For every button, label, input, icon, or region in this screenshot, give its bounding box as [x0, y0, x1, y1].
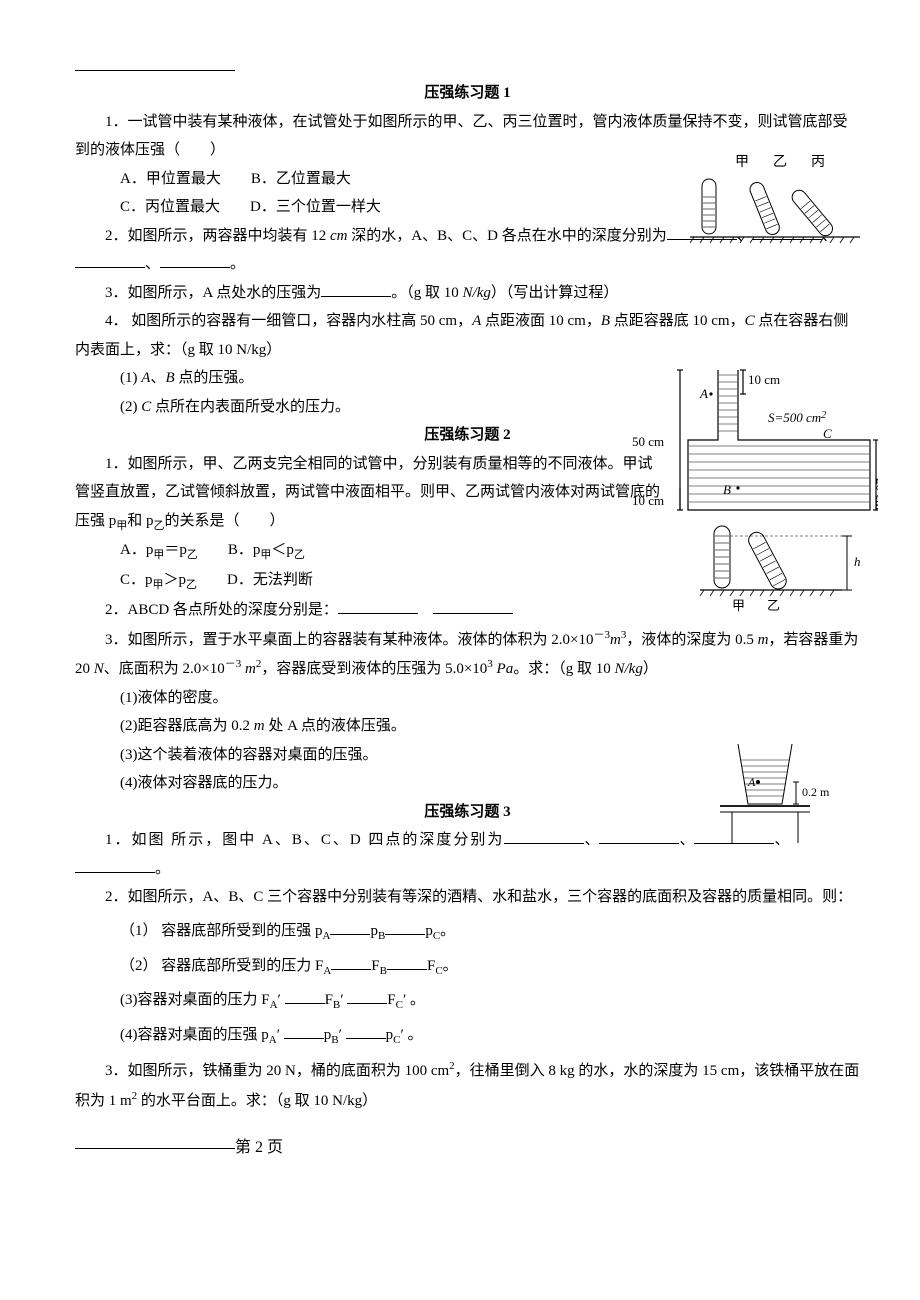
- fig-tubes-h: h 甲 乙: [692, 518, 872, 613]
- s3-q2: 2．如图所示，A、B、C 三个容器中分别装有等深的酒精、水和盐水，三个容器的底面…: [75, 883, 860, 912]
- header-rule: [75, 70, 235, 71]
- svg-text:h: h: [854, 554, 861, 569]
- blank: [75, 252, 145, 268]
- svg-text:0.2 m: 0.2 m: [802, 785, 830, 799]
- svg-text:甲: 甲: [732, 598, 745, 613]
- page-number: 第 2 页: [235, 1139, 283, 1156]
- fig4-svg: A 0.2 m: [710, 738, 850, 848]
- svg-text:A: A: [747, 775, 756, 789]
- blank: [385, 919, 425, 935]
- svg-text:10 cm: 10 cm: [748, 372, 780, 387]
- s1-q4: 4． 如图所示的容器有一细管口，容器内水柱高 50 cm，A 点距液面 10 c…: [75, 307, 860, 364]
- s3-q2-3: (3)容器对桌面的压力 FA′ FB′ FC′ 。: [75, 986, 860, 1016]
- blank: [599, 828, 679, 844]
- blank: [504, 828, 584, 844]
- s3-q2-4: (4)容器对桌面的压强 pA′ pB′ pC′ 。: [75, 1021, 860, 1051]
- blank: [331, 954, 371, 970]
- blank: [75, 857, 155, 873]
- fig3-svg: h 甲 乙: [692, 518, 872, 613]
- s1-q3: 3．如图所示，A 点处水的压强为。（g 取 10 N/kg）（写出计算过程）: [75, 279, 860, 308]
- svg-text:20 cm: 20 cm: [874, 478, 879, 510]
- footer-rule: [75, 1148, 235, 1149]
- svg-text:A: A: [699, 386, 708, 401]
- fig1-label-bing: 丙: [811, 150, 825, 177]
- blank: [387, 954, 427, 970]
- svg-text:10 cm: 10 cm: [632, 493, 664, 508]
- fig1-svg: [690, 177, 860, 249]
- fig-cup: A 0.2 m: [710, 738, 850, 848]
- blank: [160, 252, 230, 268]
- s3-q2-1: （1） 容器底部所受到的压强 pApBpC。: [75, 917, 860, 947]
- blank: [347, 988, 387, 1004]
- svg-text:C: C: [823, 426, 832, 441]
- blank: [321, 281, 391, 297]
- blank: [285, 988, 325, 1004]
- fig-container: A B C 50 cm 10 cm 10 cm 20 cm S=500 cm2: [618, 360, 878, 520]
- svg-text:S=500 cm2: S=500 cm2: [768, 410, 826, 425]
- s3-q3: 3．如图所示，铁桶重为 20 N，桶的底面积为 100 cm2，往桶里倒入 8 …: [75, 1056, 860, 1115]
- s3-q2-2: （2） 容器底部所受到的压力 FAFBFC。: [75, 952, 860, 982]
- s2-q3-1: (1)液体的密度。: [75, 684, 860, 713]
- blank: [433, 598, 513, 614]
- blank: [346, 1023, 386, 1039]
- svg-text:50 cm: 50 cm: [632, 434, 664, 449]
- blank: [284, 1023, 324, 1039]
- fig1-label-yi: 乙: [773, 150, 787, 177]
- fig2-svg: A B C 50 cm 10 cm 10 cm 20 cm S=500 cm2: [618, 360, 878, 520]
- fig1-label-jia: 甲: [735, 150, 749, 177]
- blank: [330, 919, 370, 935]
- fig-tubes: 甲 乙 丙: [690, 150, 870, 249]
- title-1: 压强练习题 1: [75, 79, 860, 108]
- svg-text:乙: 乙: [767, 598, 780, 613]
- blank: [338, 598, 418, 614]
- footer: 第 2 页: [75, 1133, 860, 1163]
- svg-text:B: B: [723, 482, 731, 497]
- s2-q3: 3．如图所示，置于水平桌面上的容器装有某种液体。液体的体积为 2.0×10－3m…: [75, 625, 860, 684]
- s2-q3-2: (2)距容器底高为 0.2 m 处 A 点的液体压强。: [75, 712, 860, 741]
